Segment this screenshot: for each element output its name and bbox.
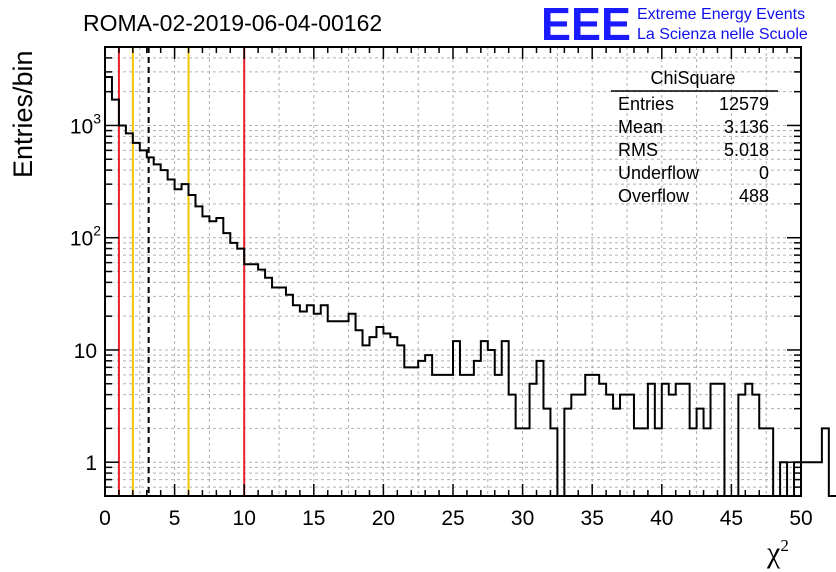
stats-title: ChiSquare <box>650 68 735 88</box>
stats-value: 488 <box>739 186 769 206</box>
stats-label: Mean <box>618 117 663 137</box>
stats-value: 12579 <box>719 94 769 114</box>
axis-ticks <box>104 47 802 496</box>
x-tick-label: 30 <box>511 507 534 530</box>
stats-value: 3.136 <box>724 117 769 137</box>
stats-label: Entries <box>618 94 674 114</box>
x-tick-label: 15 <box>302 507 325 530</box>
x-tick-label: 20 <box>372 507 395 530</box>
stats-label: Underflow <box>618 163 700 183</box>
histogram-line <box>105 76 836 497</box>
x-tick-label: 25 <box>441 507 464 530</box>
x-tick-label: 0 <box>99 507 111 530</box>
logo-line-1: Extreme Energy Events <box>637 6 805 23</box>
x-tick-labels: 0 5 10 15 20 25 30 35 40 45 50 <box>99 507 813 530</box>
chart-title: ROMA-02-2019-06-04-00162 <box>83 10 382 36</box>
y-tick-label: 102 <box>70 223 101 251</box>
logo-mark: EEE <box>541 0 631 50</box>
y-axis-label: Entries/bin <box>8 50 38 178</box>
x-axis-label: χ2 <box>766 536 789 569</box>
reference-lines <box>117 47 246 496</box>
stats-label: RMS <box>618 140 658 160</box>
logo-line-2: La Scienza nelle Scuole <box>637 26 808 43</box>
stats-value: 5.018 <box>724 140 769 160</box>
y-tick-label: 103 <box>70 110 101 138</box>
eee-logo: EEE Extreme Energy Events La Scienza nel… <box>541 0 808 50</box>
x-tick-label: 45 <box>720 507 743 530</box>
x-tick-label: 5 <box>169 507 181 530</box>
stats-label: Overflow <box>618 186 690 206</box>
x-tick-label: 10 <box>233 507 256 530</box>
stats-rows: Entries 12579 Mean 3.136 RMS 5.018 Underflow 0 O… <box>618 94 769 206</box>
grid <box>105 47 801 496</box>
y-tick-label: 1 <box>85 452 97 475</box>
stats-value: 0 <box>759 163 769 183</box>
x-tick-label: 35 <box>581 507 604 530</box>
stats-box: ChiSquare Entries 12579 Mean 3.136 RMS 5.018 U… <box>611 68 778 206</box>
x-tick-label: 50 <box>789 507 812 530</box>
y-tick-label: 10 <box>74 340 97 363</box>
x-tick-label: 40 <box>650 507 673 530</box>
